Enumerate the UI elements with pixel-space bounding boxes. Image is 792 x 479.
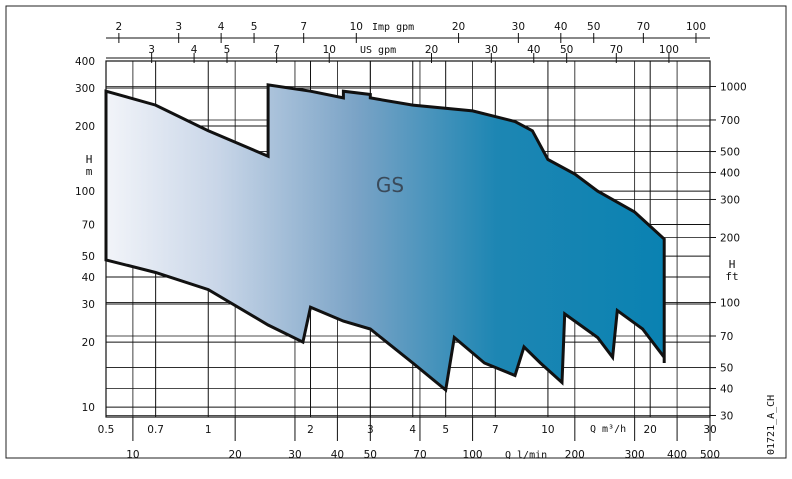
tick-label-m: 300 bbox=[75, 83, 95, 95]
tick-label-impgpm: 10 bbox=[350, 21, 363, 33]
tick-label-lmin: 100 bbox=[463, 449, 483, 461]
tick-label-lmin: 20 bbox=[228, 449, 241, 461]
tick-label-ft: 400 bbox=[720, 167, 740, 179]
tick-label-m3h: 1 bbox=[205, 424, 212, 436]
tick-label-ft: 50 bbox=[720, 363, 733, 375]
tick-label-lmin: 70 bbox=[413, 449, 426, 461]
tick-label-m3h: 4 bbox=[409, 424, 416, 436]
tick-label-m: 70 bbox=[82, 220, 95, 232]
tick-label-usgpm: 7 bbox=[273, 44, 280, 56]
axis-label-impgpm: Imp gpm bbox=[372, 22, 414, 33]
tick-label-usgpm: 5 bbox=[224, 44, 231, 56]
tick-label-impgpm: 70 bbox=[637, 21, 650, 33]
tick-label-usgpm: 20 bbox=[425, 44, 438, 56]
tick-label-impgpm: 40 bbox=[554, 21, 567, 33]
tick-label-usgpm: 4 bbox=[191, 44, 198, 56]
tick-label-ft: 200 bbox=[720, 233, 740, 245]
axis-ticks: 1020304050701002003004003040507010020030… bbox=[75, 21, 747, 461]
tick-label-usgpm: 50 bbox=[560, 44, 573, 56]
tick-label-m: 10 bbox=[82, 402, 95, 414]
series-label-gs: GS bbox=[376, 173, 404, 197]
tick-label-m: 30 bbox=[82, 299, 95, 311]
tick-label-usgpm: 30 bbox=[485, 44, 498, 56]
tick-label-m3h: 20 bbox=[643, 424, 656, 436]
tick-label-ft: 100 bbox=[720, 298, 740, 310]
tick-label-ft: 700 bbox=[720, 115, 740, 127]
tick-label-impgpm: 4 bbox=[218, 21, 225, 33]
tick-label-ft: 1000 bbox=[720, 82, 747, 94]
axis-label-m3h: Q m³/h bbox=[590, 424, 626, 435]
tick-label-impgpm: 3 bbox=[175, 21, 182, 33]
tick-label-m: 20 bbox=[82, 337, 95, 349]
tick-label-impgpm: 50 bbox=[587, 21, 600, 33]
figure-id: 01721_A_CH bbox=[766, 395, 777, 455]
tick-label-m: 400 bbox=[75, 56, 95, 68]
tick-label-m3h: 7 bbox=[492, 424, 499, 436]
top-flow-axes bbox=[106, 37, 710, 59]
tick-label-impgpm: 30 bbox=[512, 21, 525, 33]
tick-label-m: 100 bbox=[75, 186, 95, 198]
tick-label-usgpm: 100 bbox=[659, 44, 679, 56]
tick-label-usgpm: 3 bbox=[148, 44, 155, 56]
tick-label-lmin: 400 bbox=[667, 449, 687, 461]
tick-label-ft: 30 bbox=[720, 411, 733, 423]
tick-label-usgpm: 40 bbox=[527, 44, 540, 56]
tick-label-impgpm: 5 bbox=[251, 21, 258, 33]
tick-label-m3h: 5 bbox=[442, 424, 449, 436]
tick-label-ft: 40 bbox=[720, 384, 733, 396]
tick-label-ft: 300 bbox=[720, 194, 740, 206]
tick-label-m: 40 bbox=[82, 272, 95, 284]
tick-label-impgpm: 100 bbox=[686, 21, 706, 33]
tick-label-usgpm: 70 bbox=[610, 44, 623, 56]
tick-label-lmin: 40 bbox=[331, 449, 344, 461]
tick-label-lmin: 30 bbox=[288, 449, 301, 461]
tick-label-impgpm: 2 bbox=[116, 21, 123, 33]
tick-label-usgpm: 10 bbox=[323, 44, 336, 56]
tick-label-m3h: 10 bbox=[541, 424, 554, 436]
axis-label-usgpm: US gpm bbox=[360, 45, 396, 56]
tick-label-impgpm: 20 bbox=[452, 21, 465, 33]
tick-label-m: 200 bbox=[75, 121, 95, 133]
tick-label-m: 50 bbox=[82, 251, 95, 263]
tick-label-m3h: 0.5 bbox=[98, 424, 115, 436]
tick-label-ft: 70 bbox=[720, 331, 733, 343]
tick-label-m3h: 2 bbox=[307, 424, 314, 436]
tick-label-m3h: 0.7 bbox=[147, 424, 164, 436]
tick-label-lmin: 50 bbox=[364, 449, 377, 461]
tick-label-lmin: 500 bbox=[700, 449, 720, 461]
tick-label-impgpm: 7 bbox=[300, 21, 307, 33]
axis-label-lmin: Q l/min bbox=[505, 450, 547, 461]
tick-label-ft: 500 bbox=[720, 147, 740, 159]
tick-label-lmin: 300 bbox=[625, 449, 645, 461]
tick-label-lmin: 10 bbox=[126, 449, 139, 461]
tick-label-lmin: 200 bbox=[565, 449, 585, 461]
gs-performance-area bbox=[104, 83, 666, 393]
outer-border bbox=[5, 5, 787, 459]
